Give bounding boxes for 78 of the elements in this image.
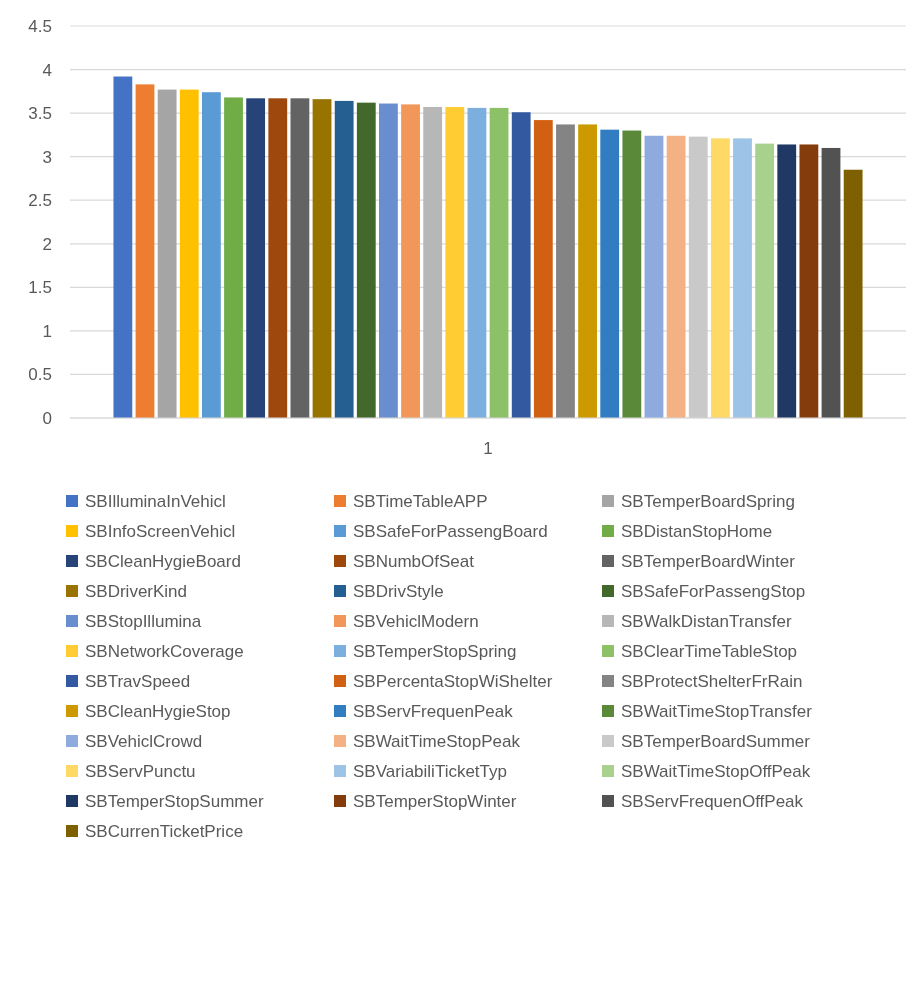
legend-label: SBTimeTableAPP — [353, 491, 488, 511]
bar — [334, 100, 354, 418]
bar — [688, 136, 708, 418]
legend-label: SBWaitTimeStopOffPeak — [621, 761, 811, 781]
y-tick-label: 0 — [42, 408, 52, 428]
legend-label: SBTemperBoardSummer — [621, 731, 811, 751]
bar — [710, 138, 730, 418]
legend-label: SBCurrenTicketPrice — [85, 821, 244, 841]
legend-label: SBTemperStopSummer — [85, 791, 264, 811]
bar — [622, 130, 642, 418]
legend-label: SBTemperStopSpring — [353, 641, 517, 661]
legend-label: SBNumbOfSeat — [353, 551, 475, 571]
legend-label: SBInfoScreenVehicl — [85, 521, 236, 541]
bar — [821, 147, 841, 418]
legend-label: SBPercentaStopWiShelter — [353, 671, 553, 691]
y-tick-label: 2 — [42, 234, 52, 254]
legend-label: SBWaitTimeStopPeak — [353, 731, 521, 751]
bar — [799, 144, 819, 418]
bar — [113, 76, 133, 418]
y-tick-label: 1.5 — [28, 278, 52, 298]
legend-label: SBDistanStopHome — [621, 521, 773, 541]
legend-label: SBDrivStyle — [353, 581, 444, 601]
bar — [268, 98, 288, 418]
legend-label: SBVariabiliTicketTyp — [353, 761, 507, 781]
bar — [157, 89, 177, 418]
bar — [246, 98, 266, 418]
legend-label: SBWalkDistanTransfer — [621, 611, 793, 631]
bar — [533, 120, 553, 418]
bar — [224, 97, 243, 418]
bar — [401, 104, 420, 418]
bar — [843, 169, 863, 418]
legend-label: SBTemperStopWinter — [353, 791, 517, 811]
bar — [777, 144, 797, 418]
y-tick-label: 3.5 — [28, 104, 52, 124]
legend-label: SBWaitTimeStopTransfer — [621, 701, 813, 721]
bar — [179, 89, 199, 418]
bar — [467, 107, 487, 418]
legend-label: SBNetworkCoverage — [85, 641, 244, 661]
legend-label: SBTemperBoardSpring — [621, 491, 795, 511]
legend-label: SBIlluminaInVehicl — [85, 491, 226, 511]
bar — [644, 135, 664, 418]
bar — [379, 103, 398, 418]
legend-label: SBServFrequenOffPeak — [621, 791, 804, 811]
y-tick-label: 3 — [42, 147, 52, 167]
legend-label: SBServPunctu — [85, 761, 196, 781]
y-tick-label: 2.5 — [28, 191, 52, 211]
legend-label: SBVehiclModern — [353, 611, 479, 631]
legend-label: SBTemperBoardWinter — [621, 551, 796, 571]
bar — [356, 102, 376, 418]
legend-label: SBCleanHygieBoard — [85, 551, 241, 571]
legend-label: SBVehiclCrowd — [85, 731, 203, 751]
bar — [290, 98, 310, 418]
bar — [755, 143, 775, 418]
bar — [312, 99, 332, 418]
legend-label: SBSafeForPassengBoard — [353, 521, 548, 541]
legend-label: SBCleanHygieStop — [85, 701, 231, 721]
bar — [511, 112, 531, 418]
y-tick-label: 4.5 — [28, 16, 52, 36]
bar — [135, 84, 155, 418]
legend-label: SBClearTimeTableStop — [621, 641, 798, 661]
bar — [600, 129, 620, 418]
bar — [423, 107, 443, 418]
legend-label: SBServFrequenPeak — [353, 701, 514, 721]
bar — [201, 92, 221, 418]
bar — [489, 107, 509, 418]
legend-label: SBProtectShelterFrRain — [621, 671, 803, 691]
legend-label: SBTravSpeed — [85, 671, 191, 691]
legend-label: SBSafeForPassengStop — [621, 581, 806, 601]
y-tick-label: 0.5 — [28, 365, 52, 385]
bar — [556, 124, 575, 418]
bar — [445, 107, 465, 418]
bar — [733, 138, 752, 418]
bar — [578, 124, 597, 418]
bar — [666, 135, 686, 418]
legend-label: SBDriverKind — [85, 581, 188, 601]
y-tick-label: 1 — [42, 321, 52, 341]
legend-label: SBStopIllumina — [85, 611, 202, 631]
y-tick-label: 4 — [42, 60, 52, 80]
